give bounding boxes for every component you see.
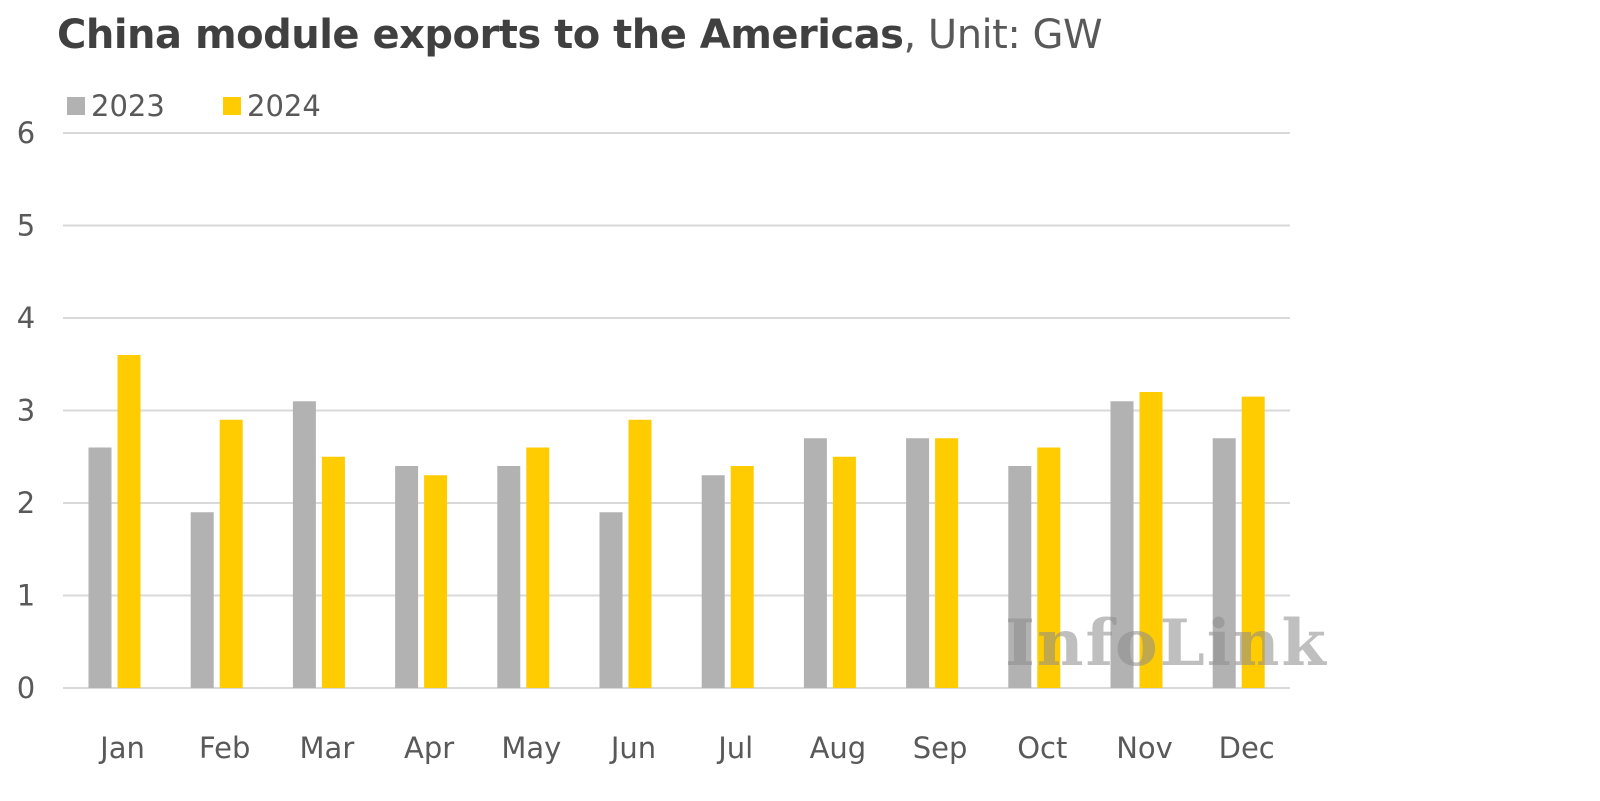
chart-title: China module exports to the Americas, Un… [57,12,1103,58]
x-tick-label: Aug [810,731,867,765]
y-tick-label: 4 [17,301,35,335]
x-tick-label: Sep [913,731,968,765]
x-axis: Jan Feb Mar Apr May Jun Jul Aug Sep Oct Nov Dec [98,731,1275,765]
bar-2023-Jul [701,475,725,688]
bar-2024-Jul [730,466,754,688]
bar-2024-Sep [935,438,959,688]
bar-2024-Feb [219,419,243,688]
x-tick-label: Feb [199,731,250,765]
bar-2023-Nov [1110,401,1134,688]
x-tick-label: Nov [1116,731,1173,765]
watermark-logo: InfoLink [1005,606,1328,681]
bar-2024-Oct [1037,447,1061,688]
bar-2023-Apr [395,466,419,688]
bar-2024-Mar [321,456,345,688]
bar-2024-Nov [1139,392,1163,688]
chart-title-unit: , Unit: GW [903,12,1103,58]
y-tick-label: 1 [17,579,35,613]
bar-2024-Aug [832,456,856,688]
bar-2023-Oct [1008,466,1032,688]
bar-2023-Jan [88,447,112,688]
x-tick-label: Jul [716,731,753,765]
x-tick-label: Apr [404,731,454,765]
legend-label-2023: 2023 [91,89,165,123]
y-tick-label: 3 [17,394,35,428]
bar-2023-Sep [906,438,930,688]
x-tick-label: Mar [300,731,355,765]
legend: 2023 2024 [67,89,321,123]
x-tick-label: Dec [1219,731,1275,765]
x-tick-label: Oct [1017,731,1067,765]
y-axis: 0 1 2 3 4 5 6 [17,116,35,705]
bar-2024-May [526,447,550,688]
legend-label-2024: 2024 [247,89,321,123]
bar-2024-Jan [117,355,141,688]
y-tick-label: 6 [17,116,35,150]
gridlines [63,132,1290,689]
x-tick-label: Jun [609,731,656,765]
bars [88,355,1265,688]
bar-2024-Dec [1241,396,1265,688]
bar-2024-Jun [628,419,652,688]
chart-title-main: China module exports to the Americas [57,12,904,58]
y-tick-label: 0 [17,671,35,705]
bar-2024-Apr [424,475,448,688]
x-tick-label: Jan [98,731,145,765]
bar-2023-Aug [803,438,827,688]
y-tick-label: 5 [17,209,35,243]
bar-2023-Jun [599,512,623,688]
legend-swatch-2024 [223,97,241,115]
x-tick-label: May [501,731,561,765]
legend-swatch-2023 [67,97,85,115]
bar-2023-Feb [190,512,214,688]
bar-2023-Mar [292,401,316,688]
y-tick-label: 2 [17,486,35,520]
bar-2023-Dec [1212,438,1236,688]
bar-2023-May [497,466,521,688]
